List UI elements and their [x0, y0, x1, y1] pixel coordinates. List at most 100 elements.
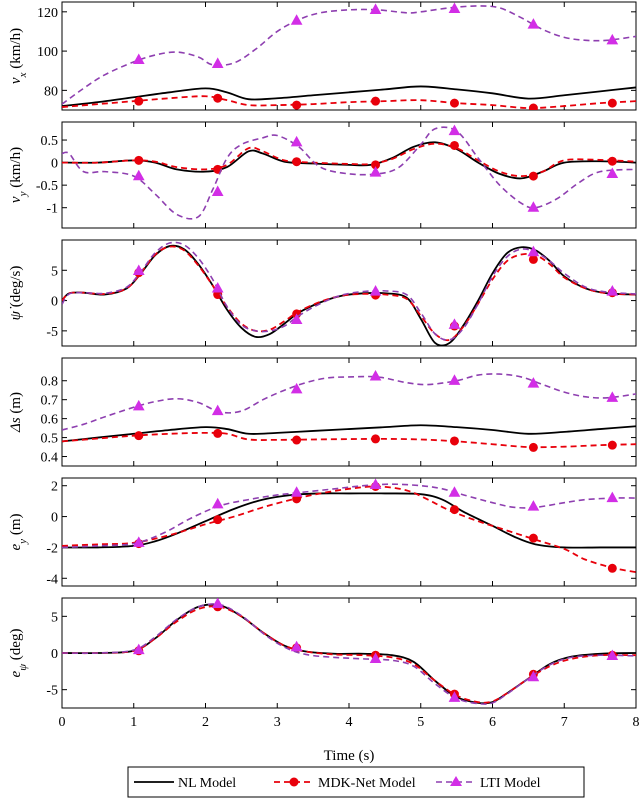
data-point-lti [369, 285, 382, 296]
y-tick-label: -1 [46, 202, 58, 217]
series-line-nl-model [62, 492, 636, 549]
data-point-lti [369, 478, 382, 490]
series-line-mdk-net-model [62, 605, 636, 704]
y-tick-label: -5 [46, 325, 58, 340]
y-tick-label: 0.5 [41, 432, 59, 447]
data-point-lti [606, 285, 619, 296]
data-point-lti [448, 486, 461, 497]
data-point-lti [527, 670, 540, 682]
data-point-mdk-net [607, 98, 617, 108]
data-point-lti [290, 640, 303, 652]
y-tick-label: 0.5 [41, 134, 59, 149]
y-axis-label: eψ (deg) [8, 629, 29, 678]
y-tick-label: 5 [51, 610, 58, 625]
data-point-mdk-net [292, 435, 302, 445]
x-tick-label: 4 [346, 715, 353, 730]
axes-frame [61, 121, 637, 229]
y-axis-label: Δs (m) [8, 392, 24, 433]
y-tick-label: 0.7 [41, 394, 59, 409]
y-tick-label: -2 [46, 541, 58, 556]
y-axis-label: vx (km/h) [8, 28, 29, 84]
data-point-mdk-net [449, 140, 459, 150]
data-point-mdk-net [449, 98, 459, 108]
y-tick-label: 0 [51, 511, 58, 526]
data-point-lti [606, 391, 619, 402]
data-point-lti [132, 169, 145, 181]
series-line-nl-model [62, 603, 636, 705]
data-point-lti [290, 135, 303, 147]
data-point-lti [290, 313, 303, 325]
data-point-mdk-net [371, 434, 381, 444]
data-point-lti [527, 500, 540, 511]
data-point-lti [369, 652, 382, 663]
data-point-lti [448, 124, 461, 136]
data-point-lti [527, 18, 540, 29]
series-line-lti-model [62, 241, 636, 341]
data-point-lti [290, 486, 303, 497]
subplot-psidot: -5 0 5 ψ̇ (deg/s) [8, 239, 637, 347]
legend: NL Model MDK-Net Model LTI Model [127, 766, 585, 798]
x-tick-label: 7 [561, 715, 568, 730]
series-line-lti-model [62, 603, 636, 705]
data-point-mdk-net [134, 155, 144, 165]
subplot-vx: 80 100 120 vx (km/h) [8, 1, 637, 111]
data-point-lti [448, 2, 461, 13]
y-tick-label: 0 [51, 295, 58, 310]
data-point-mdk-net [607, 440, 617, 450]
data-point-lti [132, 399, 145, 411]
y-tick-label: -0.5 [36, 179, 58, 194]
data-point-lti [527, 377, 540, 388]
series-line-nl-model [62, 424, 636, 443]
data-point-mdk-net [528, 254, 538, 264]
y-tick-label: 5 [51, 264, 58, 279]
subplot-ey: -4 -2 0 2 ey (m) [8, 477, 637, 587]
data-point-lti [211, 282, 224, 293]
data-point-lti [448, 318, 461, 329]
x-tick-label: 2 [202, 715, 209, 730]
data-point-lti [211, 598, 224, 608]
data-point-lti [527, 245, 540, 257]
x-tick-label: 6 [489, 715, 496, 730]
y-tick-label: 0.8 [41, 375, 59, 390]
y-tick-label: 120 [37, 6, 58, 21]
data-point-lti [369, 166, 382, 177]
data-point-mdk-net [371, 96, 381, 106]
axes-frame [61, 239, 637, 347]
data-point-lti [132, 53, 145, 65]
data-point-lti [527, 201, 540, 212]
y-tick-label: 2 [51, 480, 58, 495]
legend-entry-label: MDK-Net Model [318, 776, 416, 791]
data-point-mdk-net [607, 156, 617, 166]
data-point-lti [211, 57, 224, 68]
axes-frame [61, 357, 637, 467]
x-tick-label: 8 [633, 715, 640, 730]
data-point-lti [211, 404, 224, 416]
subplot-ds: 0.4 0.5 0.6 0.7 0.8 Δs (m) [8, 357, 637, 467]
data-point-lti [369, 3, 382, 14]
series-line-lti-model [62, 126, 636, 220]
y-tick-label: 0.4 [41, 451, 59, 466]
y-tick-label: 100 [37, 45, 58, 60]
legend-entry-label: LTI Model [480, 776, 541, 791]
x-tick-label: 0 [59, 715, 66, 730]
data-point-mdk-net [292, 157, 302, 167]
data-point-mdk-net [449, 436, 459, 446]
series-line-mdk-net-model [62, 245, 636, 342]
data-point-lti [132, 643, 145, 655]
data-point-lti [606, 491, 619, 503]
data-point-mdk-net [528, 442, 538, 452]
series-line-mdk-net-model [62, 142, 636, 178]
subplot-vy: -1 -0.5 0 0.5 vy (km/h) [8, 121, 637, 229]
data-point-lti [290, 14, 303, 25]
y-tick-label: 80 [44, 84, 58, 99]
y-tick-label: 0 [51, 157, 58, 172]
axes-frame [61, 1, 637, 111]
series-line-lti-model [62, 373, 636, 431]
data-point-lti [448, 691, 461, 702]
data-point-mdk-net [528, 103, 538, 110]
series-line-nl-model [62, 141, 636, 180]
data-point-lti [290, 382, 303, 394]
data-point-lti [448, 374, 461, 385]
data-point-lti [211, 497, 224, 509]
